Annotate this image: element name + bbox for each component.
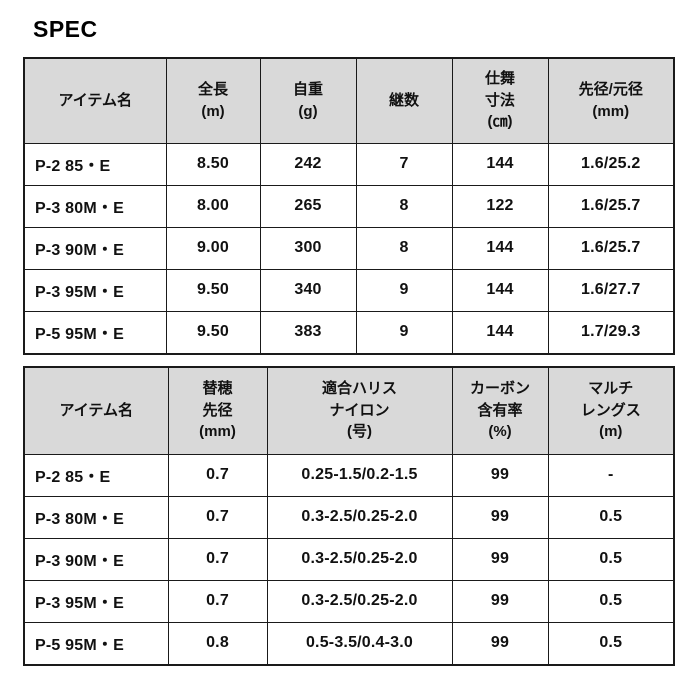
spec-value-cell: 1.6/25.7 xyxy=(547,184,675,228)
item-name-cell: P-3 90M・E xyxy=(23,537,169,581)
spec-table-dimensions: アイテム名 全長 (m) 自重 (g) 継数 仕舞 寸法 (㎝) 先径/元径 (mm) P-… xyxy=(23,56,675,355)
table-row: P-2 85・E 8.50 242 7 144 1.6/25.2 xyxy=(23,142,675,186)
table-row: P-3 95M・E 0.7 0.3-2.5/0.25-2.0 99 0.5 xyxy=(23,579,675,623)
spec-value-cell: 0.7 xyxy=(167,579,268,623)
table-row: P-3 80M・E 8.00 265 8 122 1.6/25.7 xyxy=(23,184,675,228)
item-name-cell: P-5 95M・E xyxy=(23,310,167,355)
table-row: P-3 90M・E 0.7 0.3-2.5/0.25-2.0 99 0.5 xyxy=(23,537,675,581)
spec-value-cell: 7 xyxy=(355,142,453,186)
spec-value-cell: 99 xyxy=(451,453,549,497)
spec-value-cell: 8 xyxy=(355,184,453,228)
spec-value-cell: 99 xyxy=(451,495,549,539)
column-header: 替穂 先径 (mm) xyxy=(167,366,268,455)
item-name-cell: P-2 85・E xyxy=(23,142,167,186)
spec-value-cell: 99 xyxy=(451,579,549,623)
spec-value-cell: 99 xyxy=(451,621,549,666)
table-row: P-3 95M・E 9.50 340 9 144 1.6/27.7 xyxy=(23,268,675,312)
page-title: SPEC xyxy=(33,16,98,42)
spec-value-cell: 0.3-2.5/0.25-2.0 xyxy=(266,495,453,539)
spec-value-cell: 9 xyxy=(355,268,453,312)
spec-value-cell: 265 xyxy=(259,184,357,228)
spec-value-cell: 8 xyxy=(355,226,453,270)
spec-value-cell: 144 xyxy=(451,310,549,355)
spec-value-cell: 1.6/25.7 xyxy=(547,226,675,270)
spec-value-cell: 0.5 xyxy=(547,579,675,623)
item-name-cell: P-3 95M・E xyxy=(23,579,169,623)
spec-value-cell: 0.3-2.5/0.25-2.0 xyxy=(266,579,453,623)
table-row: P-5 95M・E 0.8 0.5-3.5/0.4-3.0 99 0.5 xyxy=(23,621,675,666)
spec-value-cell: 340 xyxy=(259,268,357,312)
spec-value-cell: 0.5 xyxy=(547,495,675,539)
spec-value-cell: 0.5 xyxy=(547,537,675,581)
spec-value-cell: 99 xyxy=(451,537,549,581)
item-name-cell: P-3 90M・E xyxy=(23,226,167,270)
item-name-cell: P-3 80M・E xyxy=(23,184,167,228)
table-row: P-2 85・E 0.7 0.25-1.5/0.2-1.5 99- xyxy=(23,453,675,497)
spec-value-cell: 1.6/25.2 xyxy=(547,142,675,186)
spec-value-cell: 300 xyxy=(259,226,357,270)
spec-value-cell: - xyxy=(547,453,675,497)
column-header: 全長 (m) xyxy=(165,57,261,144)
item-name-cell: P-3 95M・E xyxy=(23,268,167,312)
spec-value-cell: 144 xyxy=(451,226,549,270)
spec-value-cell: 0.8 xyxy=(167,621,268,666)
spec-value-cell: 0.25-1.5/0.2-1.5 xyxy=(266,453,453,497)
column-header: 仕舞 寸法 (㎝) xyxy=(451,57,549,144)
item-name-cell: P-5 95M・E xyxy=(23,621,169,666)
spec-table-line-and-material: アイテム名 替穂 先径 (mm) 適合ハリス ナイロン (号) カーボン 含有率 (%… xyxy=(23,365,675,666)
spec-value-cell: 9 xyxy=(355,310,453,355)
spec-value-cell: 8.50 xyxy=(165,142,261,186)
column-header: 適合ハリス ナイロン (号) xyxy=(266,366,453,455)
spec-value-cell: 242 xyxy=(259,142,357,186)
column-header: 継数 xyxy=(355,57,453,144)
spec-value-cell: 1.7/29.3 xyxy=(547,310,675,355)
table-row: P-3 80M・E 0.7 0.3-2.5/0.25-2.0 99 0.5 xyxy=(23,495,675,539)
column-header: アイテム名 xyxy=(23,366,169,455)
spec-value-cell: 0.7 xyxy=(167,453,268,497)
spec-value-cell: 9.50 xyxy=(165,268,261,312)
spec-value-cell: 0.3-2.5/0.25-2.0 xyxy=(266,537,453,581)
column-header: カーボン 含有率 (%) xyxy=(451,366,549,455)
spec-value-cell: 0.5 xyxy=(547,621,675,666)
spec-value-cell: 9.00 xyxy=(165,226,261,270)
header-row: アイテム名 替穂 先径 (mm) 適合ハリス ナイロン (号) カーボン 含有率 (%… xyxy=(23,366,675,455)
spec-value-cell: 0.7 xyxy=(167,495,268,539)
spec-value-cell: 9.50 xyxy=(165,310,261,355)
table-row: P-5 95M・E 9.50 383 9 144 1.7/29.3 xyxy=(23,310,675,355)
column-header: 自重 (g) xyxy=(259,57,357,144)
spec-value-cell: 383 xyxy=(259,310,357,355)
table-row: P-3 90M・E 9.00 300 8 144 1.6/25.7 xyxy=(23,226,675,270)
item-name-cell: P-2 85・E xyxy=(23,453,169,497)
spec-value-cell: 122 xyxy=(451,184,549,228)
spec-value-cell: 144 xyxy=(451,268,549,312)
spec-value-cell: 0.5-3.5/0.4-3.0 xyxy=(266,621,453,666)
spec-value-cell: 8.00 xyxy=(165,184,261,228)
header-row: アイテム名 全長 (m) 自重 (g) 継数 仕舞 寸法 (㎝) 先径/元径 (mm) xyxy=(23,57,675,144)
spec-value-cell: 0.7 xyxy=(167,537,268,581)
spec-value-cell: 1.6/27.7 xyxy=(547,268,675,312)
column-header: マルチ レングス (m) xyxy=(547,366,675,455)
item-name-cell: P-3 80M・E xyxy=(23,495,169,539)
spec-value-cell: 144 xyxy=(451,142,549,186)
column-header: 先径/元径 (mm) xyxy=(547,57,675,144)
column-header: アイテム名 xyxy=(23,57,167,144)
